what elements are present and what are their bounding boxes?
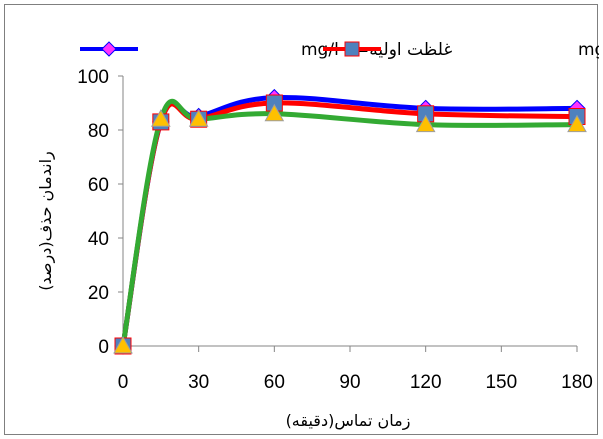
data-point-triangle	[567, 114, 587, 133]
y-axis-title: راندمان حذف(درصد)	[36, 151, 56, 291]
x-tick-label: 120	[410, 372, 442, 393]
data-point-triangle	[150, 109, 171, 127]
legend-label-series-2: غلظت اولیه=10 mg/l	[578, 40, 599, 60]
series-line-1	[120, 94, 578, 347]
x-axis-title: زمان تماس(دقیقه)	[286, 411, 411, 431]
x-tick-label: 150	[485, 372, 517, 393]
series-line-2	[120, 100, 578, 347]
x-tick-labels: 0 30 60 90 120 150 180	[118, 372, 593, 393]
y-tick-label: 20	[88, 283, 109, 304]
y-tick-label: 0	[98, 337, 109, 358]
x-tick-label: 30	[188, 372, 209, 393]
chart-frame: غلظت اولیه=5 mg/l غلظت اولیه=10 mg/l 0 20…	[4, 4, 599, 435]
data-point-triangle	[415, 114, 436, 133]
data-point-triangle	[188, 109, 209, 127]
legend: غلظت اولیه=5 mg/l غلظت اولیه=10 mg/l	[80, 40, 599, 60]
y-tick-label: 60	[88, 175, 109, 196]
series-line-3	[120, 98, 578, 347]
y-tick-labels: 0 20 40 60 80 100	[77, 67, 109, 358]
y-tick-label: 40	[88, 229, 109, 250]
x-tick-label: 0	[118, 372, 129, 393]
data-point-triangle	[113, 335, 133, 354]
data-point-triangle	[264, 103, 285, 122]
legend-entry-series-2: غلظت اولیه=10 mg/l	[323, 40, 599, 60]
x-tick-label: 180	[561, 372, 593, 393]
legend-square-marker	[344, 41, 360, 57]
x-tick-label: 60	[264, 372, 285, 393]
series-markers	[113, 88, 587, 355]
y-tick-label: 80	[88, 121, 109, 142]
line-chart: غلظت اولیه=5 mg/l غلظت اولیه=10 mg/l 0 20…	[36, 40, 599, 431]
series-lines	[120, 94, 578, 347]
legend-diamond-marker	[101, 41, 117, 57]
legend-entry-series-1: غلظت اولیه=5 mg/l	[80, 40, 452, 60]
y-tick-label: 100	[77, 67, 109, 88]
x-tick-label: 90	[339, 372, 360, 393]
